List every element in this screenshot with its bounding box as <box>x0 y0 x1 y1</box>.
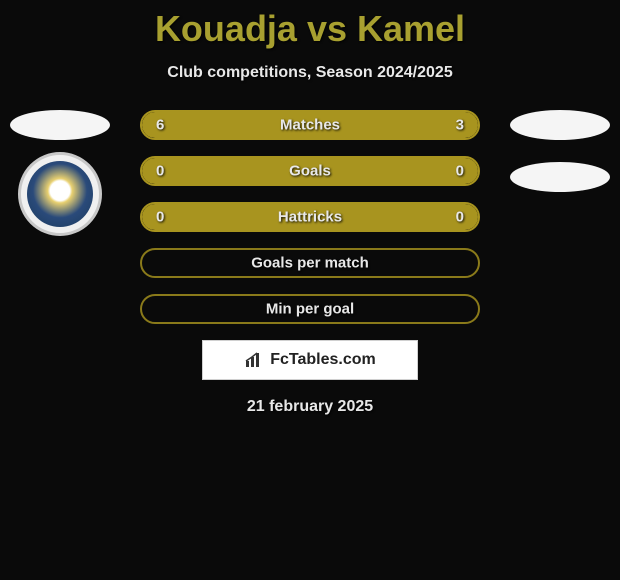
stat-value-left: 0 <box>156 163 164 180</box>
date-text: 21 february 2025 <box>0 398 620 416</box>
stat-label: Matches <box>280 117 340 134</box>
stat-label: Hattricks <box>278 209 342 226</box>
left-player-avatar <box>10 110 110 140</box>
left-club-logo-art <box>27 161 93 227</box>
subtitle: Club competitions, Season 2024/2025 <box>0 64 620 82</box>
stat-row: Goals 0 0 <box>140 156 480 186</box>
stat-row: Goals per match <box>140 248 480 278</box>
stat-fill-left <box>142 158 310 184</box>
stat-value-right: 0 <box>456 163 464 180</box>
stat-row: Hattricks 0 0 <box>140 202 480 232</box>
stat-row: Min per goal <box>140 294 480 324</box>
right-club-logo <box>510 162 610 192</box>
stat-value-left: 6 <box>156 117 164 134</box>
stat-value-right: 0 <box>456 209 464 226</box>
right-player-column <box>510 110 610 192</box>
right-player-avatar <box>510 110 610 140</box>
stat-value-right: 3 <box>456 117 464 134</box>
attribution-text: FcTables.com <box>270 351 376 369</box>
page-title: Kouadja vs Kamel <box>0 0 620 50</box>
left-club-logo <box>18 152 102 236</box>
stat-label: Min per goal <box>266 301 354 318</box>
stat-bars: Matches 6 3 Goals 0 0 Hattricks 0 0 Goals per mat… <box>140 110 480 324</box>
stat-label: Goals <box>289 163 331 180</box>
stat-fill-right <box>310 158 478 184</box>
left-player-column <box>10 110 110 236</box>
stat-row: Matches 6 3 <box>140 110 480 140</box>
attribution-badge: FcTables.com <box>202 340 418 380</box>
stat-label: Goals per match <box>251 255 369 272</box>
attribution-chart-icon <box>244 351 266 369</box>
stat-value-left: 0 <box>156 209 164 226</box>
comparison-content: Matches 6 3 Goals 0 0 Hattricks 0 0 Goals per mat… <box>0 110 620 324</box>
